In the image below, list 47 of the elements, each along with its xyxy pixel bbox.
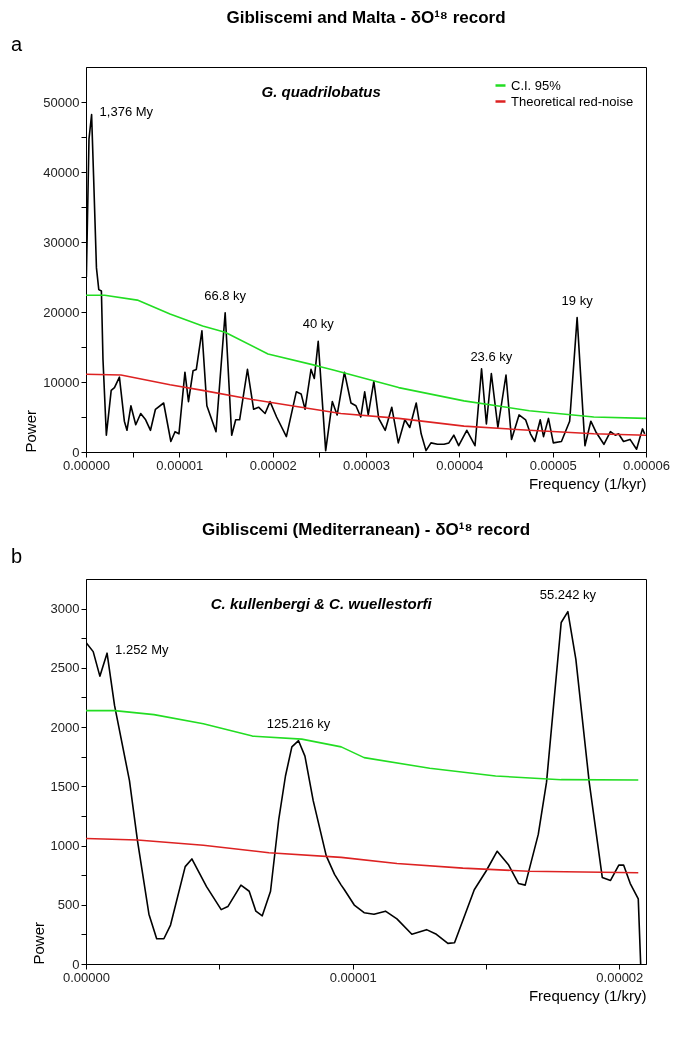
x-tick-label: 0.00006 — [623, 457, 670, 473]
y-tick-label: 50000 — [43, 94, 80, 110]
annotation: 1.252 My — [115, 642, 170, 658]
x-axis-title: Frequency (1/kry) — [528, 986, 647, 1004]
legend-label: C.I. 95% — [511, 77, 562, 93]
y-axis-title: Power — [29, 921, 47, 965]
x-tick-label: 0.00001 — [329, 969, 377, 985]
line-series — [86, 709, 640, 781]
x-tick-label: 0.00003 — [343, 457, 390, 473]
line-series — [86, 373, 646, 436]
chart-title: Gibliscemi and Malta - δO¹⁸ record — [226, 8, 506, 27]
y-tick-label: 1000 — [50, 838, 80, 854]
x-tick-label: 0.00002 — [249, 457, 297, 473]
y-axis-title: Power — [22, 409, 40, 453]
legend-label: Theoretical red-noise — [511, 93, 634, 109]
annotation: 125.216 ky — [266, 715, 331, 731]
y-tick-label: 40000 — [43, 164, 80, 180]
x-tick-label: 0.00000 — [63, 969, 110, 985]
y-tick-label: 1500 — [50, 778, 80, 794]
x-tick-label: 0.00005 — [529, 457, 577, 473]
y-tick-label: 20000 — [43, 304, 80, 320]
y-tick-label: 3000 — [50, 601, 80, 617]
text: b — [11, 545, 23, 567]
y-tick-label: 2500 — [50, 660, 80, 676]
annotation: 19 ky — [561, 292, 594, 308]
annotation: 23.6 ky — [470, 348, 513, 364]
annotation: G. quadrilobatus — [261, 83, 381, 100]
y-tick-label: 500 — [57, 897, 80, 913]
y-tick-label: 0 — [72, 444, 80, 460]
x-axis-title: Frequency (1/kyr) — [528, 474, 647, 492]
annotation: 55.242 ky — [539, 586, 597, 602]
annotation: C. kullenbergi & C. wuellestorfi — [210, 595, 433, 612]
text: a — [11, 33, 23, 55]
annotation: 40 ky — [302, 316, 335, 332]
line-series — [86, 837, 640, 874]
annotation: 66.8 ky — [204, 287, 247, 303]
chart-title: Gibliscemi (Mediterranean) - δO¹⁸ record — [201, 520, 531, 539]
y-tick-label: 10000 — [43, 374, 80, 390]
y-tick-label: 30000 — [43, 234, 80, 250]
y-tick-label: 0 — [72, 956, 80, 972]
line-series — [86, 610, 642, 964]
x-tick-label: 0.00002 — [596, 969, 644, 985]
x-tick-label: 0.00001 — [156, 457, 204, 473]
x-tick-label: 0.00004 — [436, 457, 484, 473]
x-tick-label: 0.00000 — [63, 457, 110, 473]
y-tick-label: 2000 — [50, 719, 80, 735]
annotation: 1,376 My — [99, 103, 154, 119]
